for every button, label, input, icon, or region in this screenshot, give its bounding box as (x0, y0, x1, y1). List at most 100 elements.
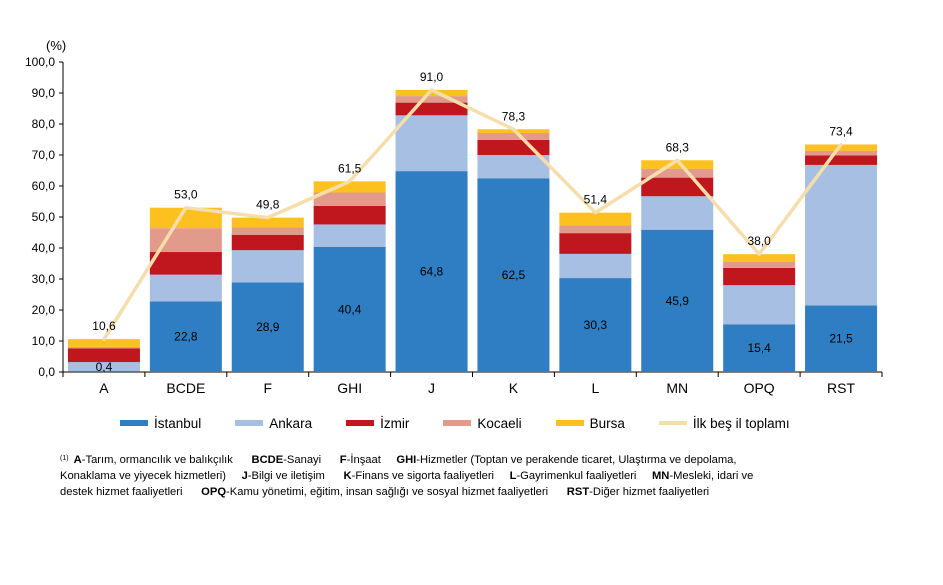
bar-segment-i-stanbul (805, 305, 878, 372)
total-data-label: 53,0 (174, 188, 198, 202)
legend-label-ankara: Ankara (269, 415, 313, 431)
legend-swatch-istanbul (120, 420, 148, 426)
y-tick-label: 70,0 (32, 148, 56, 162)
legend-label-istanbul: İstanbul (154, 415, 202, 431)
y-tick-label: 40,0 (32, 241, 56, 255)
legend-item-izmir: İzmir (346, 416, 409, 431)
total-data-label: 49,8 (256, 198, 280, 212)
bar-segment-ankara (723, 285, 796, 325)
bar-segment-bursa (559, 212, 632, 226)
bar-segment-i-zmir (67, 348, 140, 363)
legend-item-istanbul: İstanbul (120, 416, 201, 431)
footnote: (1) A-Tarım, ormancılık ve balıkçılık BC… (60, 452, 890, 500)
x-tick-label: F (263, 380, 272, 396)
bar-segment-i-zmir (313, 205, 386, 225)
bar-segment-i-zmir (231, 234, 304, 251)
x-tick-label: OPQ (744, 380, 775, 396)
footnote-code: K (343, 470, 352, 482)
bar-segment-ankara (231, 250, 304, 283)
bar-segment-kocaeli (805, 150, 878, 156)
bar-segment-kocaeli (313, 192, 386, 206)
bar-segment-i-stanbul (559, 278, 632, 372)
footnote-code: BCDE (251, 454, 284, 466)
legend-label-kocaeli: Kocaeli (477, 415, 522, 431)
total-data-label: 91,0 (420, 70, 444, 84)
bar-segment-i-stanbul (723, 324, 796, 372)
bar-segment-bursa (805, 144, 878, 151)
legend-item-total: İlk beş il toplamı (658, 415, 790, 431)
legend-item-kocaeli: Kocaeli (443, 415, 522, 431)
data-labels: 10,6 53,0 49,8 61,5 91,0 78,3 51,4 68,3 38,0 73,4… (92, 70, 853, 374)
footnote-text: -Kamu yönetimi, eğitim, insan sağlığı ve… (226, 486, 549, 498)
total-data-label: 38,0 (747, 234, 771, 248)
bar-segment-i-stanbul (313, 246, 386, 372)
footnote-text: -Finans ve sigorta faaliyetleri (351, 470, 495, 482)
footnote-code: RST (566, 486, 590, 498)
bar-segment-i-zmir (559, 233, 632, 254)
bar-segment-kocaeli (395, 96, 468, 103)
legend-swatch-izmir (346, 420, 375, 426)
x-tick-label: J (428, 380, 435, 396)
bar-segment-i-zmir (395, 102, 468, 116)
y-tick-label: 20,0 (32, 303, 56, 317)
bar-segment-i-stanbul (477, 178, 550, 372)
bar-segment-i-stanbul (641, 229, 714, 372)
bar-segment-i-stanbul (231, 282, 304, 372)
istanbul-data-label: 0,4 (96, 360, 113, 374)
total-data-label: 61,5 (338, 161, 362, 175)
footnote-line-2: Konaklama ve yiyecek hizmetleri) J-Bilgi… (60, 468, 890, 484)
footnote-text: -Tarım, ormancılık ve balıkçılık (81, 454, 233, 466)
bar-segment-bursa (231, 217, 304, 228)
bar-segment-kocaeli (67, 346, 140, 349)
legend-swatch-bursa (555, 420, 584, 426)
bar-segment-ankara (559, 253, 632, 279)
stacked-bar-chart: (%) 0,0 10,0 20,0 30,0 40,0 50,0 60,0 70,0 80,0 9… (25, 38, 883, 396)
bar-segment-ankara (805, 164, 878, 306)
bar-segment-ankara (477, 155, 550, 179)
y-unit-label: (%) (46, 38, 66, 53)
bar-segment-kocaeli (477, 132, 550, 140)
bar-segment-i-stanbul (67, 370, 140, 372)
footnote-line-3: destek hizmet faaliyetleri OPQ-Kamu yöne… (60, 484, 890, 500)
total-data-label: 78,3 (502, 109, 526, 123)
footnote-text: -Sanayi (283, 454, 322, 466)
istanbul-data-label: 28,9 (256, 320, 280, 334)
legend-label-total: İlk beş il toplamı (692, 415, 790, 431)
total-data-label: 51,4 (584, 193, 608, 207)
footnote-text: -Gayrimenkul faaliyetleri (516, 470, 637, 482)
x-tick-label: L (591, 380, 599, 396)
bar-segment-ankara (149, 274, 222, 302)
footnote-code: L (509, 470, 517, 482)
total-data-label: 68,3 (666, 140, 690, 154)
bar-segment-bursa (395, 89, 468, 97)
bar-segment-i-zmir (723, 267, 796, 286)
footnote-marker: (1) (60, 455, 69, 462)
footnote-code: GHI (396, 454, 417, 466)
total-line (102, 88, 843, 341)
y-tick-label: 50,0 (32, 210, 56, 224)
footnote-line-1: (1) A-Tarım, ormancılık ve balıkçılık BC… (60, 452, 890, 468)
legend: İstanbul Ankara İzmir Kocaeli Bursa İlk … (120, 414, 880, 432)
y-tick-label: 90,0 (32, 86, 56, 100)
bar-segment-i-zmir (477, 139, 550, 155)
bar-segment-bursa (641, 160, 714, 169)
x-tick-label: RST (827, 380, 855, 396)
total-line-path (102, 88, 843, 341)
footnote-code: A (73, 454, 82, 466)
footnote-code: F (339, 454, 347, 466)
footnote-text: -Hizmetler (Toptan ve perakende ticaret,… (416, 454, 737, 466)
bar-segment-kocaeli (641, 168, 714, 178)
bar-segment-ankara (313, 224, 386, 247)
y-tick-label: 60,0 (32, 179, 56, 193)
bar-segment-bursa (313, 181, 386, 193)
legend-label-bursa: Bursa (589, 415, 625, 431)
bar-segment-bursa (149, 207, 222, 229)
istanbul-data-label: 22,8 (174, 330, 198, 344)
bar-segment-kocaeli (723, 261, 796, 268)
bar-segment-i-stanbul (149, 301, 222, 372)
istanbul-data-label: 21,5 (829, 332, 853, 346)
istanbul-data-label: 62,5 (502, 268, 526, 282)
footnote-text: Konaklama ve yiyecek hizmetleri) (60, 470, 227, 482)
legend-label-izmir: İzmir (380, 415, 410, 431)
legend-item-bursa: Bursa (555, 415, 625, 431)
